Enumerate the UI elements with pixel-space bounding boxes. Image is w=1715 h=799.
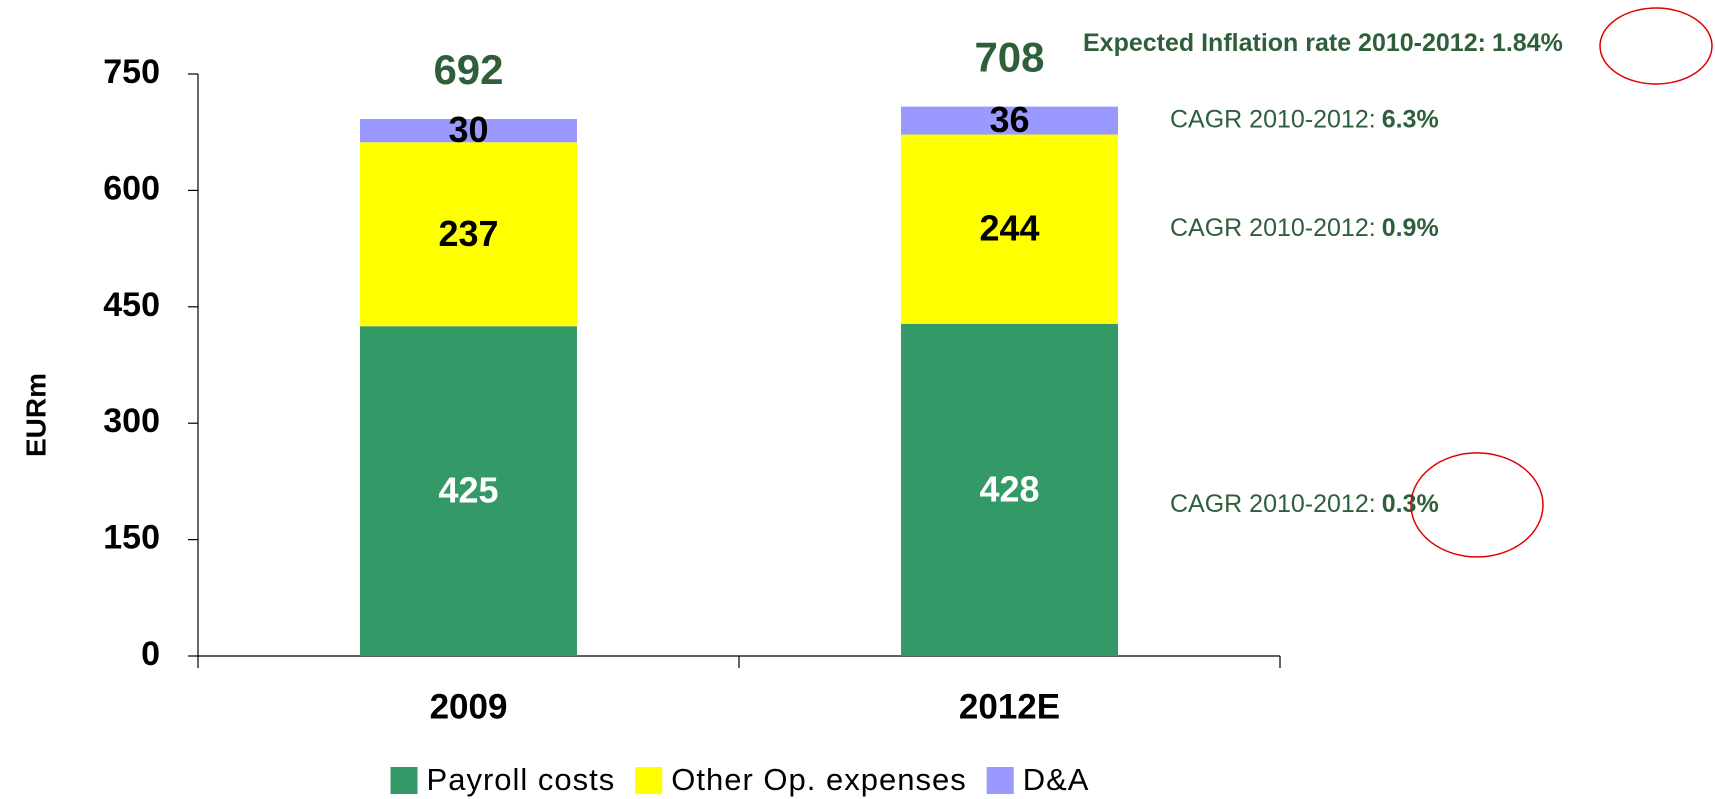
y-tick-label: 750: [103, 53, 160, 91]
inflation-note-text: Expected Inflation rate 2010-2012:: [1083, 29, 1486, 57]
legend-label: Other Op. expenses: [671, 762, 966, 797]
inflation-note: Expected Inflation rate 2010-2012: 1.84%: [1083, 29, 1563, 57]
y-tick-label: 450: [103, 286, 160, 324]
cagr-note-text: CAGR 2010-2012:: [1170, 105, 1376, 133]
cagr-note-text: CAGR 2010-2012:: [1170, 490, 1376, 518]
cagr-note-value: 0.3%: [1382, 490, 1439, 518]
legend-swatch: [635, 767, 663, 794]
cagr-note: CAGR 2010-2012: 0.9%: [1170, 214, 1439, 242]
highlight-circle: [1410, 452, 1544, 558]
y-axis-label: EURm: [20, 373, 51, 457]
y-tick-label: 300: [103, 402, 160, 440]
bar-segment: [901, 106, 1118, 135]
bar-segment: [360, 119, 577, 143]
y-tick-label: 600: [103, 169, 160, 207]
data-label: 428: [979, 468, 1039, 509]
legend: Payroll costs Other Op. expenses D&A: [390, 762, 1090, 797]
data-label: 36: [989, 99, 1029, 140]
legend-swatch: [390, 767, 418, 794]
bar-segment: [901, 134, 1118, 324]
x-tick-label: 2009: [430, 687, 508, 726]
legend-label: Payroll costs: [427, 762, 616, 797]
cagr-note-value: 6.3%: [1382, 105, 1439, 133]
data-label: 30: [448, 109, 488, 150]
legend-label: D&A: [1023, 762, 1090, 797]
y-tick-label: 150: [103, 519, 160, 557]
cagr-note-text: CAGR 2010-2012:: [1170, 214, 1376, 242]
legend-swatch: [986, 767, 1014, 794]
total-label: 708: [974, 34, 1044, 81]
data-label: 425: [438, 470, 498, 511]
x-tick-label: 2012E: [959, 687, 1060, 726]
bar-segment: [360, 326, 577, 656]
highlight-circle: [1599, 7, 1713, 85]
total-label: 692: [433, 46, 503, 93]
bar-segment: [901, 323, 1118, 656]
cagr-note: CAGR 2010-2012: 6.3%: [1170, 105, 1439, 133]
data-label: 237: [438, 213, 498, 254]
cagr-note: CAGR 2010-2012: 0.3%: [1170, 490, 1439, 518]
inflation-note-value: 1.84%: [1492, 29, 1563, 57]
cagr-note-value: 0.9%: [1382, 214, 1439, 242]
data-label: 244: [979, 208, 1039, 249]
y-tick-label: 0: [141, 635, 160, 673]
bar-segment: [360, 142, 577, 327]
